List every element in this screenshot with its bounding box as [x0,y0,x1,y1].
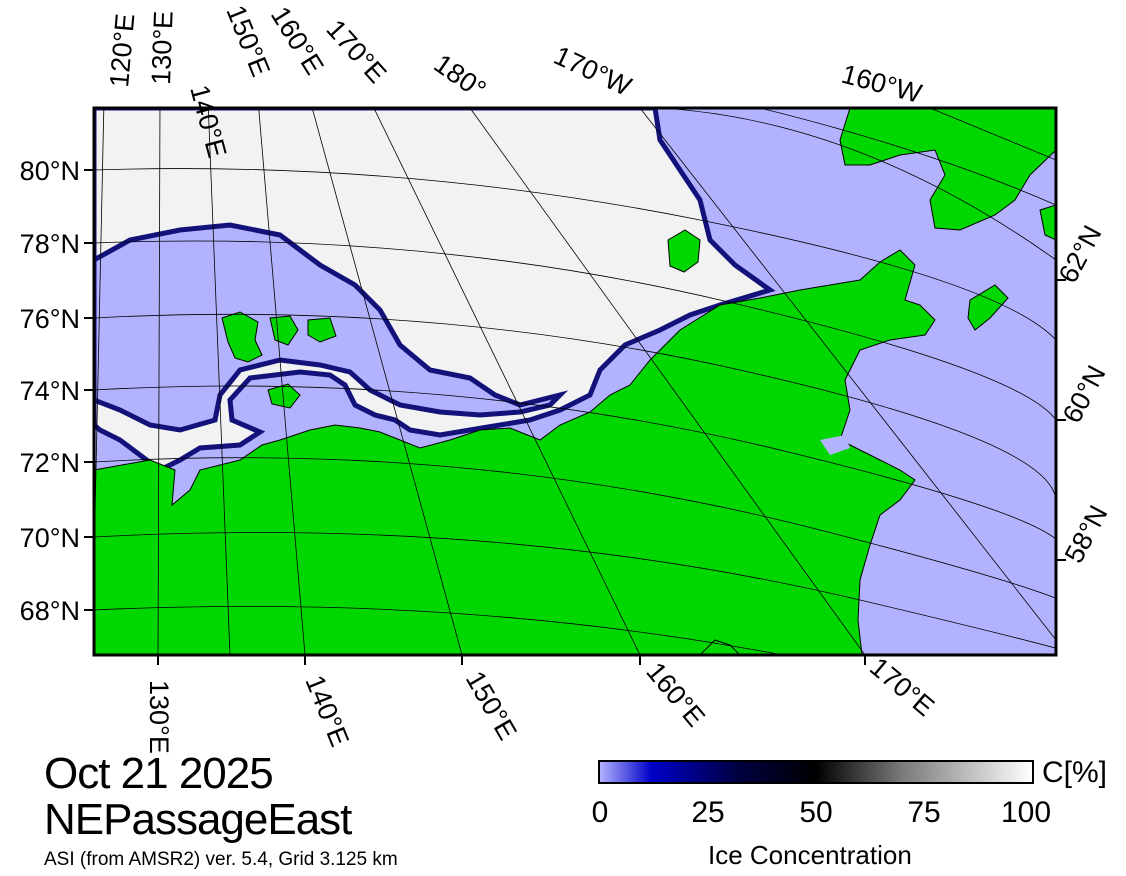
lon-label-bottom-170e: 170°E [864,652,940,722]
lat-label-70n: 70°N [20,523,80,553]
colorbar-unit: C[%] [1042,756,1108,789]
colorbar-tick-100: 100 [1000,796,1052,829]
graticule-meridians [94,108,1056,655]
lat-label-80n: 80°N [20,156,80,186]
new-siberian-islands [221,311,337,409]
lat-label-62n: 62°N [1053,220,1108,287]
lat-label-78n: 78°N [20,229,80,259]
lon-label-top-130e: 130°E [146,10,179,85]
data-source: ASI (from AMSR2) ver. 5.4, Grid 3.125 km [44,849,398,870]
graticule-parallels [94,108,1056,655]
st-lawrence-island [967,284,1009,331]
map-frame [92,106,1058,657]
nunivak-coast [1039,204,1056,241]
frame-ticks [84,169,1066,665]
colorbar-tick-50: 50 [799,796,833,829]
colorbar-tick-75: 75 [907,796,941,829]
siberia-mainland [94,249,936,655]
wrangel-island [667,229,701,273]
lat-label-68n: 68°N [20,596,80,626]
lat-label-74n: 74°N [20,376,80,406]
lat-label-60n: 60°N [1057,360,1112,427]
lon-label-top-120e: 120°E [104,12,140,88]
colorbar-tick-25: 25 [691,796,725,829]
region-name: NEPassageEast [44,795,352,844]
colorbar-tick-0: 0 [591,796,609,829]
sea-ice-pack [94,108,776,473]
lon-label-top-160w: 160°W [838,59,925,109]
bering-sea-inlet [820,435,850,455]
lon-label-bottom-150e: 150°E [460,666,523,745]
lon-label-top-170e: 170°E [321,14,393,89]
alaska-landmass [839,108,1056,231]
lon-label-top-180: 180° [429,48,492,105]
lon-label-top-150e: 150°E [220,1,275,81]
lat-label-76n: 76°N [20,304,80,334]
lat-label-58n: 58°N [1059,500,1114,567]
lon-label-bottom-160e: 160°E [640,657,710,733]
colorbar-title: Ice Concentration [708,840,912,870]
lon-label-bottom-130e: 130°E [144,680,174,754]
map-date: Oct 21 2025 [44,749,274,798]
ice-concentration-colorbar [598,760,1034,784]
lat-label-72n: 72°N [20,448,80,478]
okhotsk-coast-detail [699,639,741,655]
lon-label-bottom-140e: 140°E [299,671,354,751]
lon-label-top-170w: 170°W [549,40,636,102]
